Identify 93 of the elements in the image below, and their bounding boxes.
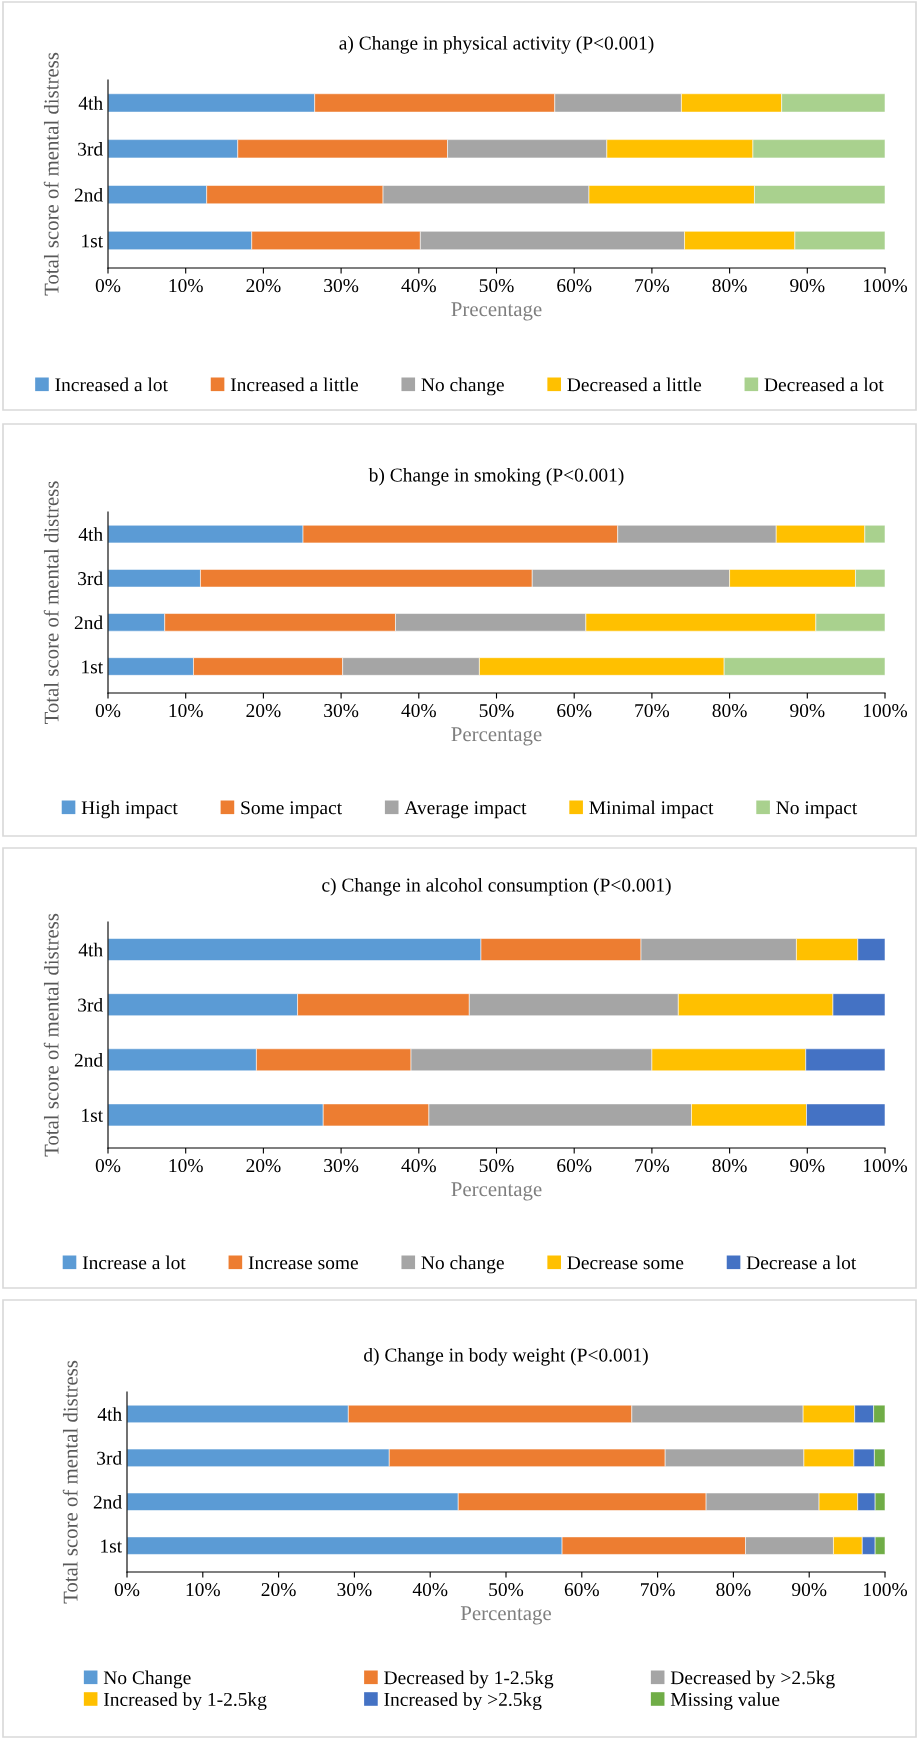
legend-label: Minimal impact <box>589 800 714 819</box>
x-tick-label: 60% <box>564 1582 599 1597</box>
x-tick-label: 40% <box>401 278 436 293</box>
x-tick-label: 10% <box>169 703 203 718</box>
x-axis-title: Precentage <box>451 302 542 321</box>
x-tick-label: 70% <box>641 1582 675 1597</box>
x-tick-label: 60% <box>557 703 592 718</box>
x-tick-label: 90% <box>790 278 825 293</box>
legend-label: Decrease a lot <box>746 1255 857 1270</box>
y-axis-title: Total score of mental distress <box>43 481 59 725</box>
x-tick-label: 100% <box>864 278 908 293</box>
x-tick-label: 20% <box>246 278 281 293</box>
x-tick-label: 60% <box>557 1158 592 1173</box>
x-tick-label: 50% <box>479 1158 514 1173</box>
x-tick-label: 30% <box>324 1158 359 1173</box>
chart-title: a) Change in physical activity (P<0.001) <box>339 35 654 54</box>
x-tick-label: 80% <box>716 1582 751 1597</box>
x-tick-label: 100% <box>864 703 908 718</box>
x-tick-label: 30% <box>337 1582 372 1597</box>
y-axis-title: Total score of mental distress <box>43 913 59 1157</box>
x-tick-label: 50% <box>479 703 514 718</box>
x-tick-label: 40% <box>412 1582 448 1597</box>
legend-label: Average impact <box>404 801 527 819</box>
y-axis-title: Total score of mental distress <box>43 52 59 296</box>
x-tick-label: 20% <box>261 1582 296 1597</box>
y-tick-label: 4th <box>78 96 103 110</box>
y-tick-label: 3rd <box>78 142 103 156</box>
x-tick-label: 30% <box>324 278 359 293</box>
x-tick-label: 80% <box>712 1158 747 1173</box>
legend-label: Increased by 1-2.5kg <box>103 1692 267 1710</box>
y-tick-label: 4th <box>78 527 103 542</box>
x-tick-label: 50% <box>489 1582 524 1597</box>
x-tick-label: 80% <box>712 703 747 718</box>
legend-label: Increase a lot <box>82 1255 186 1270</box>
x-tick-label: 0% <box>95 703 121 718</box>
y-tick-label: 1st <box>101 1539 123 1553</box>
x-tick-label: 0% <box>95 278 121 293</box>
x-tick-label: 50% <box>479 278 514 293</box>
x-axis-title: Percentage <box>451 1182 542 1201</box>
y-tick-label: 3rd <box>78 571 103 586</box>
y-tick-label: 2nd <box>74 187 103 202</box>
y-tick-label: 2nd <box>74 1053 103 1067</box>
y-tick-label: 1st <box>82 1108 104 1122</box>
legend-label: No impact <box>776 801 858 819</box>
x-tick-label: 60% <box>557 278 592 293</box>
x-tick-label: 10% <box>169 278 203 293</box>
x-tick-label: 70% <box>635 1158 670 1173</box>
legend-label: Some impact <box>241 801 343 819</box>
y-tick-label: 3rd <box>97 1451 122 1465</box>
x-tick-label: 90% <box>790 703 825 718</box>
legend-label: Decreased by 1-2.5kg <box>384 1670 554 1689</box>
legend-label: Increase some <box>248 1256 358 1270</box>
x-tick-label: 80% <box>712 278 747 293</box>
y-tick-label: 1st <box>82 660 104 674</box>
x-tick-label: 70% <box>635 278 670 293</box>
x-tick-label: 0% <box>114 1582 140 1597</box>
x-tick-label: 100% <box>864 1582 908 1597</box>
chart-title: b) Change in smoking (P<0.001) <box>368 467 624 486</box>
x-tick-label: 20% <box>246 1158 281 1173</box>
x-tick-label: 70% <box>635 703 670 718</box>
legend-label: High impact <box>81 800 178 819</box>
chart-title: c) Change in alcohol consumption (P<0.001) <box>322 877 671 896</box>
legend-label: Decreased by >2.5kg <box>670 1670 835 1689</box>
x-axis-title: Percentage <box>460 1606 551 1625</box>
y-tick-label: 4th <box>97 1407 122 1421</box>
y-tick-label: 4th <box>78 942 103 957</box>
y-tick-label: 1st <box>82 234 104 248</box>
x-tick-label: 10% <box>169 1158 203 1173</box>
x-tick-label: 40% <box>401 703 436 718</box>
x-tick-label: 30% <box>324 703 359 718</box>
x-tick-label: 90% <box>790 1158 825 1173</box>
x-tick-label: 0% <box>95 1158 121 1173</box>
y-tick-label: 3rd <box>78 997 103 1012</box>
x-tick-label: 100% <box>864 1158 908 1173</box>
x-tick-label: 40% <box>401 1158 436 1173</box>
legend-label: Increased a lot <box>55 377 168 392</box>
legend-label: No change <box>421 377 504 396</box>
legend-label: Decrease some <box>567 1256 684 1270</box>
y-tick-label: 2nd <box>74 615 103 630</box>
x-axis-title: Percentage <box>451 727 542 746</box>
legend-label: Decreased a lot <box>764 377 884 392</box>
legend-label: No Change <box>103 1670 191 1689</box>
x-tick-label: 20% <box>246 703 281 718</box>
legend-label: No change <box>421 1255 504 1274</box>
y-tick-label: 2nd <box>93 1495 122 1509</box>
legend-label: Decreased a little <box>567 377 702 392</box>
legend-label: Missing value <box>670 1692 780 1710</box>
legend-label: Increased by >2.5kg <box>384 1692 542 1710</box>
x-tick-label: 90% <box>792 1582 827 1597</box>
y-axis-title: Total score of mental distress <box>62 1360 78 1604</box>
chart-title: d) Change in body weight (P<0.001) <box>364 1347 648 1366</box>
x-tick-label: 10% <box>186 1582 220 1597</box>
legend-label: Increased a little <box>230 377 358 392</box>
